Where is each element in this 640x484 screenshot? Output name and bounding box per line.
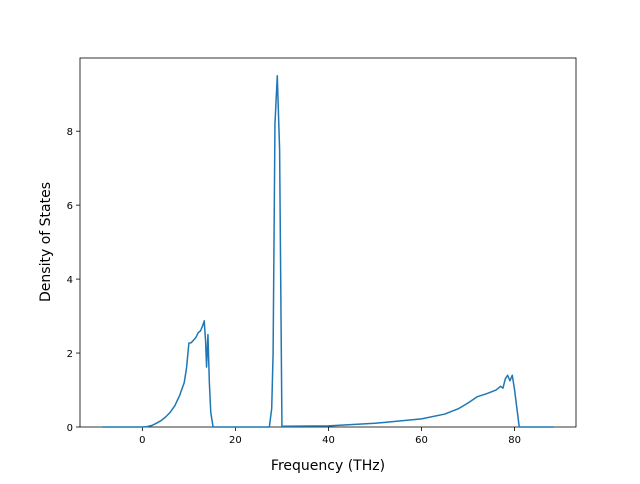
- x-tick-label: 20: [229, 435, 242, 446]
- y-tick-label: 6: [67, 201, 73, 212]
- y-tick-label: 0: [67, 423, 73, 434]
- x-tick-label: 0: [139, 435, 145, 446]
- axes-frame: [79, 57, 577, 428]
- y-axis-label: Density of States: [38, 182, 54, 302]
- dos-line: [102, 75, 554, 428]
- x-tick-label: 60: [415, 435, 428, 446]
- y-tick-label: 8: [67, 127, 73, 138]
- x-tick-label: 40: [322, 435, 335, 446]
- x-axis-label: Frequency (THz): [271, 458, 385, 474]
- y-tick-label: 4: [67, 275, 73, 286]
- x-tick-label: 80: [508, 435, 521, 446]
- y-tick-label: 2: [67, 349, 73, 360]
